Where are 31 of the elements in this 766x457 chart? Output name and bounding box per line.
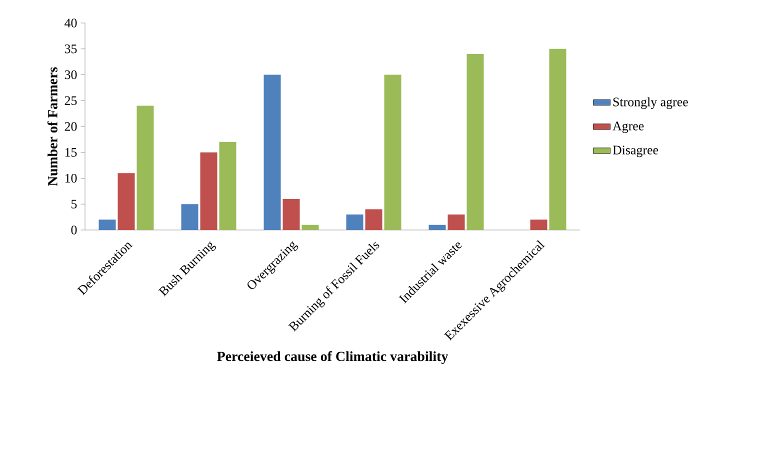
bar — [549, 48, 566, 230]
bar — [98, 220, 116, 230]
y-axis-title: Number of Farmers — [47, 67, 58, 186]
y-tick-label: 30 — [64, 70, 77, 80]
bar — [384, 74, 402, 230]
y-tick-label: 0 — [71, 226, 77, 234]
y-tick-label: 15 — [65, 148, 77, 157]
y-tick-label: 5 — [72, 200, 77, 208]
bar — [346, 214, 364, 230]
bar — [181, 204, 198, 230]
legend-label: Disagree — [612, 146, 658, 158]
y-tick-label: 40 — [64, 18, 77, 28]
bar — [200, 152, 218, 230]
y-tick-label: 35 — [64, 44, 77, 54]
bar — [136, 106, 154, 230]
bar — [448, 214, 465, 230]
bar — [530, 220, 548, 230]
bar — [219, 142, 236, 230]
legend-label: Strongly agree — [613, 97, 688, 109]
bar — [264, 74, 281, 230]
legend-label: Agree — [612, 122, 644, 134]
y-tick-label: 10 — [65, 174, 77, 183]
x-axis-title: Perceieved cause of Climatic varability — [217, 351, 448, 364]
bar — [118, 173, 135, 230]
y-tick-label: 20 — [64, 122, 77, 131]
bar — [428, 224, 446, 230]
y-tick-label: 25 — [64, 96, 77, 105]
bar — [282, 198, 300, 230]
bar — [302, 224, 319, 230]
bar — [466, 54, 484, 230]
bar — [365, 209, 382, 230]
